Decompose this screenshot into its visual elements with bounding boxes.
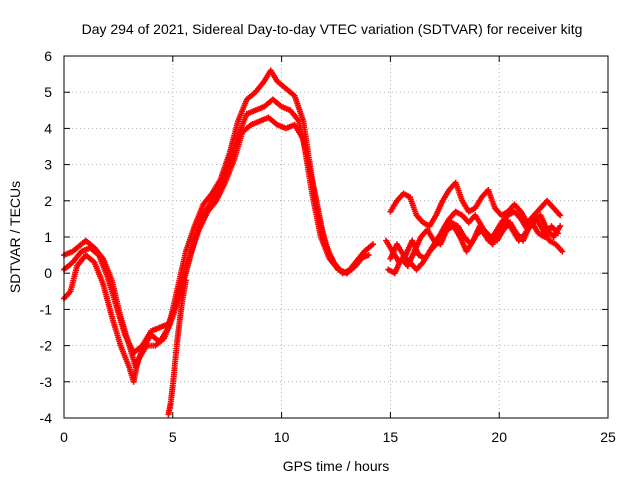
y-tick-label: -4: [40, 410, 53, 426]
chart-title: Day 294 of 2021, Sidereal Day-to-day VTE…: [82, 21, 583, 37]
axis-ticks: 0 5 10 15 20 25 -4 -3 -2 -1 0 1 2 3 4 5 6: [40, 48, 616, 445]
y-tick-label: 2: [44, 193, 52, 209]
series-trace-g: [387, 208, 564, 273]
x-tick-label: 25: [600, 429, 616, 445]
data-point: [557, 223, 564, 230]
y-tick-label: -1: [40, 301, 53, 317]
data-point: [559, 248, 566, 255]
x-axis-label: GPS time / hours: [283, 458, 390, 474]
y-tick-label: 1: [44, 229, 52, 245]
y-tick-label: -3: [40, 374, 53, 390]
y-tick-label: 3: [44, 157, 52, 173]
data-point: [557, 212, 564, 219]
data-series: [61, 67, 566, 418]
y-tick-label: -2: [40, 338, 53, 354]
x-tick-label: 0: [60, 429, 68, 445]
series-trace-d: [387, 179, 564, 230]
y-tick-label: 5: [44, 84, 52, 100]
series-trace-dip: [165, 277, 189, 418]
x-tick-label: 5: [169, 429, 177, 445]
y-axis-label: SDTVAR / TECUs: [7, 181, 23, 293]
y-tick-label: 0: [44, 265, 52, 281]
y-tick-label: 6: [44, 48, 52, 64]
x-tick-label: 20: [491, 429, 507, 445]
data-point: [361, 252, 368, 259]
y-tick-label: 4: [44, 120, 52, 136]
x-tick-label: 15: [383, 429, 399, 445]
data-point: [369, 241, 376, 248]
x-tick-label: 10: [274, 429, 290, 445]
series-trace-c: [61, 114, 368, 385]
data-point: [182, 277, 189, 284]
